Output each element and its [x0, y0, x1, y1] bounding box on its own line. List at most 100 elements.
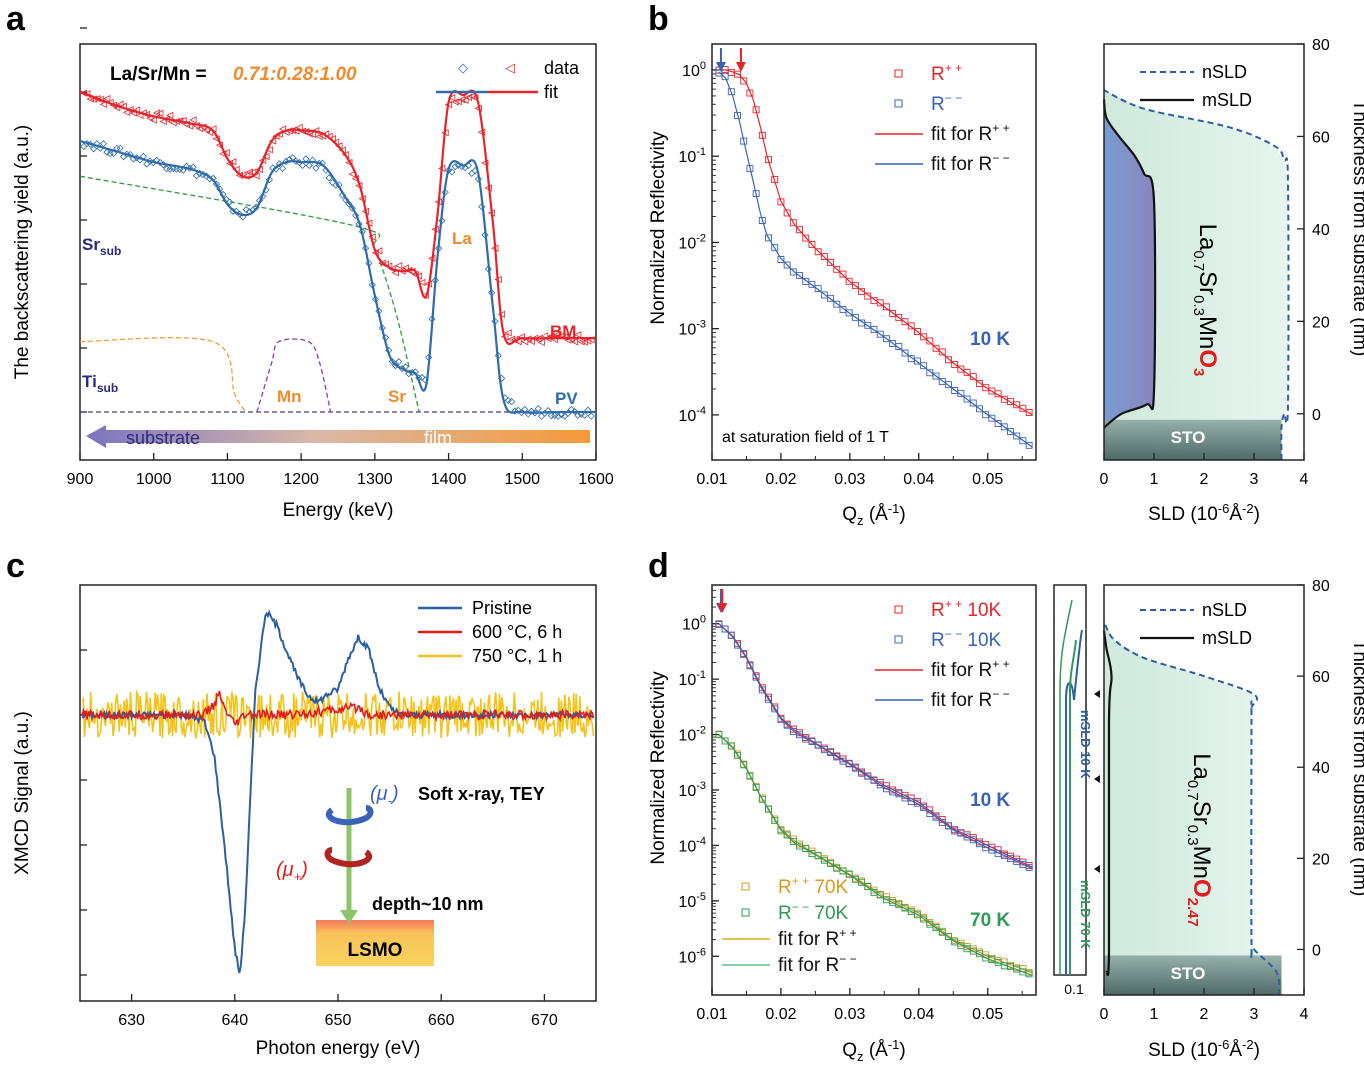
x-tick-label: 1200: [283, 471, 319, 488]
data-point: [827, 749, 835, 756]
legend-label: R+ + 10K: [931, 597, 1002, 621]
x-tick-label: 650: [325, 1012, 352, 1029]
data-point: [951, 938, 959, 946]
panel-b-sld-legend: nSLD mSLD: [1140, 62, 1252, 110]
x-tick-label: 0.02: [765, 471, 796, 488]
y-tick-label: 80: [1312, 37, 1330, 54]
panel-b-sld-x-label: SLD (10-6Å-2): [1148, 501, 1260, 525]
x-tick-label: 1400: [431, 471, 467, 488]
x-tick-label: 1500: [504, 471, 540, 488]
label-la: La: [452, 229, 472, 248]
data-point: [957, 829, 965, 837]
data-point: [889, 309, 897, 317]
fit-line-r-: [718, 71, 1033, 448]
legend-a-data-red-marker: ◁: [505, 60, 515, 75]
data-point: [758, 795, 766, 803]
data-point: [103, 94, 111, 103]
data-point: [976, 840, 983, 848]
markers-r-10k: [715, 620, 1033, 869]
y-tick-label: 0: [1312, 407, 1321, 424]
inset-msld-70k-outline: [1059, 599, 1073, 975]
panel-letter-c: c: [6, 547, 25, 585]
x-tick-label: 670: [531, 1012, 558, 1029]
markers-r-: [715, 66, 1033, 416]
data-point: [299, 161, 307, 169]
x-tick-label: 0.02: [765, 1006, 796, 1023]
data-point: [126, 150, 134, 159]
panel-d-temp-70k-label: 70 K: [970, 910, 1010, 931]
data-point: [845, 277, 853, 285]
data-point: [802, 844, 810, 852]
panel-b-chart: 0.01 0.02 0.03 0.04 0.05 100 10-1 10-2 10-3 10-4…: [648, 43, 1037, 528]
y-tick-label: 10-1: [678, 146, 706, 166]
data-point: [103, 148, 111, 156]
legend-marker: [894, 99, 903, 108]
data-point: [388, 265, 396, 273]
data-point: [913, 799, 921, 807]
panel-c-inset-schematic: LSMO (μ-) (μ+) Soft x-ray, TEY depth~10 …: [276, 783, 545, 966]
xmcd-line-750c-1h: [81, 689, 595, 740]
legend-label: fit for R+ +: [931, 657, 1010, 681]
inset-msld-70k-curve: [1069, 639, 1077, 975]
data-point: [913, 911, 921, 919]
legend-label: Pristine: [472, 598, 532, 618]
panel-a-ratio-value: 0.71:0.28:1.00: [233, 64, 357, 85]
panel-b-x-ticks: 0.01 0.02 0.03 0.04 0.05: [696, 453, 1023, 488]
edge-arrow-head-2: [717, 603, 728, 613]
edge-arrow-head-2: [735, 62, 746, 72]
label-film: film: [424, 428, 452, 448]
y-tick-label: 10-5: [678, 891, 706, 911]
panel-b-film-formula: La0.7Sr0.3MnO3: [1190, 224, 1221, 377]
panel-letter-a: a: [6, 0, 26, 38]
data-point: [279, 164, 287, 173]
x-tick-label: 0: [1100, 1006, 1109, 1023]
panel-c-legend: Pristine 600 °C, 6 h 750 °C, 1 h: [418, 598, 562, 666]
data-point: [90, 145, 98, 153]
x-tick-label: 1: [1150, 471, 1159, 488]
data-point: [418, 278, 426, 287]
data-point: [229, 158, 237, 166]
data-point: [265, 176, 274, 184]
data-point: [511, 407, 519, 415]
panel-d-y-ticks: 100 10-1 10-2 10-3 10-4 10-5 10-6: [678, 589, 719, 966]
data-point: [504, 329, 512, 337]
data-point: [765, 234, 772, 242]
depth-label: depth~10 nm: [372, 894, 484, 914]
data-point: [932, 344, 940, 352]
markers-r-10k: [715, 621, 1033, 871]
data-point: [715, 69, 723, 77]
data-point: [951, 361, 959, 368]
data-point: [1025, 441, 1033, 449]
data-point: [870, 325, 878, 333]
data-point: [945, 933, 952, 941]
data-point: [537, 338, 545, 347]
data-point: [796, 272, 803, 280]
data-point: [727, 88, 735, 96]
data-point: [226, 198, 234, 206]
inset-pointer-3: [1094, 865, 1100, 873]
data-point: [901, 904, 909, 912]
data-point: [783, 721, 791, 729]
panel-d-sld-x-label: SLD (10-6Å-2): [1148, 1037, 1260, 1061]
data-point: [285, 156, 293, 164]
panel-d-sld-y-label: Thickness from substrate (nm): [1349, 640, 1364, 897]
data-point: [920, 333, 928, 341]
data-point: [514, 406, 522, 414]
data-point: [789, 268, 797, 276]
data-point: [461, 96, 469, 104]
data-point: [969, 373, 977, 381]
label-substrate: substrate: [126, 428, 200, 448]
data-point: [771, 244, 779, 252]
inset-msld-10k-curve: [1065, 629, 1083, 975]
data-point: [80, 142, 88, 150]
panel-c-plot-area: [81, 609, 595, 974]
data-point: [116, 144, 124, 152]
panel-b-temp-label: 10 K: [970, 329, 1010, 350]
data-point: [457, 95, 466, 104]
data-point: [783, 261, 791, 269]
data-point: [577, 338, 585, 346]
data-point: [789, 219, 797, 227]
data-point: [554, 412, 562, 420]
xray-beam-head: [340, 910, 358, 924]
mu-plus-rotation-icon: [324, 847, 372, 868]
